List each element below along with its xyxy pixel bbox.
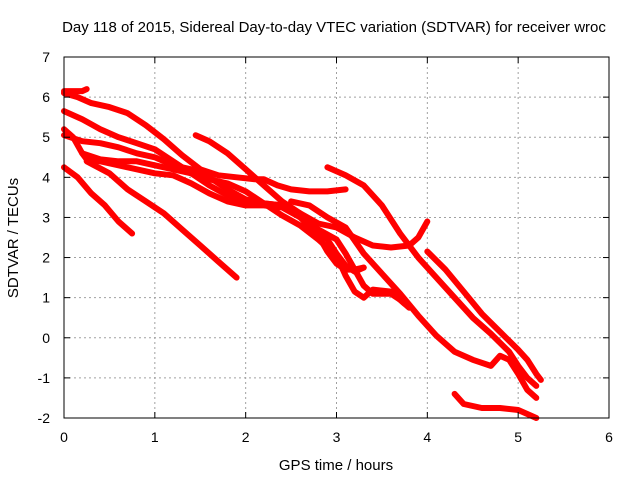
y-tick-labels: -2 -1 0 1 2 3 4 5 6 7 xyxy=(38,49,51,426)
x-tick-labels: 0 1 2 3 4 5 6 xyxy=(60,429,613,445)
data-series-line-s11 xyxy=(424,248,544,383)
data-series-line-s5 xyxy=(61,132,413,309)
y-tick-label: 4 xyxy=(42,169,50,185)
data-series-line-s7 xyxy=(61,164,136,237)
y-axis-label: SDTVAR / TECUs xyxy=(5,178,22,298)
data-series-line-s13 xyxy=(451,390,540,421)
x-tick-label: 6 xyxy=(605,429,613,445)
y-tick-label: 7 xyxy=(42,49,50,65)
data-series-line-s6 xyxy=(79,150,413,311)
y-tick-label: -1 xyxy=(38,370,51,386)
x-tick-label: 2 xyxy=(242,429,250,445)
y-tick-label: 1 xyxy=(42,290,50,306)
y-tick-label: 5 xyxy=(42,129,50,145)
x-tick-label: 5 xyxy=(514,429,522,445)
y-tick-label: 2 xyxy=(42,250,50,266)
data-series-line-s2 xyxy=(61,90,349,195)
data-series-line-s9 xyxy=(192,132,431,251)
data-series-line-s4 xyxy=(61,126,367,273)
chart-title: Day 118 of 2015, Sidereal Day-to-day VTE… xyxy=(62,19,606,36)
x-axis-label: GPS time / hours xyxy=(279,457,393,474)
grid-lines xyxy=(64,57,609,418)
data-series-line-s1 xyxy=(61,86,90,95)
x-tick-label: 3 xyxy=(333,429,341,445)
data-series-line-s12 xyxy=(288,198,540,401)
data-series-line-s8 xyxy=(83,158,240,281)
y-tick-label: 6 xyxy=(42,89,50,105)
x-tick-label: 0 xyxy=(60,429,68,445)
x-tick-label: 1 xyxy=(151,429,159,445)
y-tick-label: 3 xyxy=(42,209,50,225)
y-tick-label: -2 xyxy=(38,410,51,426)
x-tick-label: 4 xyxy=(423,429,431,445)
axis-ticks xyxy=(63,56,610,419)
data-series-group xyxy=(61,86,544,421)
y-tick-label: 0 xyxy=(42,330,50,346)
data-series-line-s10 xyxy=(324,164,540,389)
